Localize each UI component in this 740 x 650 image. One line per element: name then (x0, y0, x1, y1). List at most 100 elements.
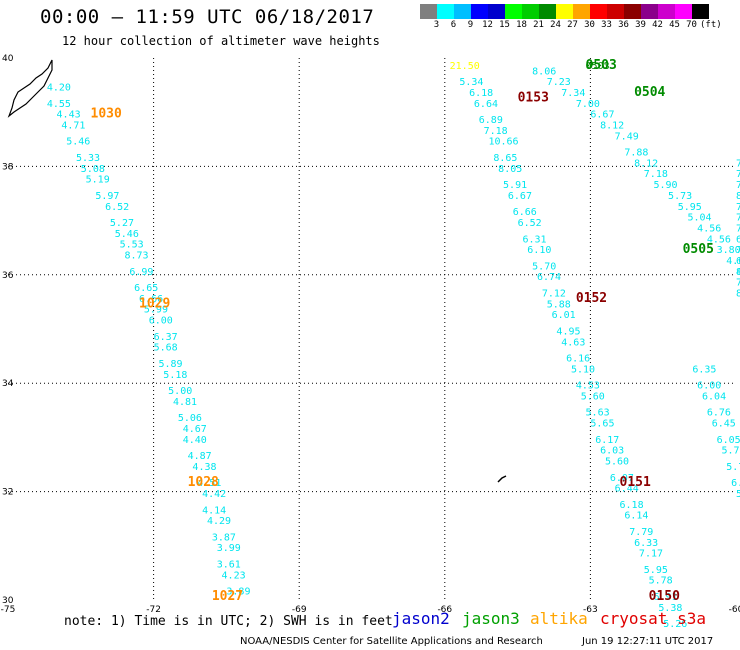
wave-height-label: 5.00 (168, 386, 192, 397)
wave-height-label: 7.3 (736, 169, 740, 180)
wave-height-label: 6.05 (717, 435, 740, 446)
wave-height-label: 7.23 (547, 77, 571, 88)
wave-height-label: 6.10 (527, 245, 551, 256)
color-scale-label: 33 (601, 20, 612, 30)
wave-height-label: 7.2 (736, 158, 740, 169)
color-swatch (607, 4, 624, 19)
pass-time-label: 1030 (91, 107, 122, 122)
wave-height-label: 7.18 (644, 169, 668, 180)
wave-height-label: 5.97 (95, 191, 119, 202)
wave-height-label: 4.14 (202, 505, 226, 516)
wave-height-label: 5.18 (163, 370, 187, 381)
wave-height-label: 6.64 (474, 99, 498, 110)
wave-height-label: 8.12 (634, 158, 658, 169)
wave-height-label: 5.10 (571, 364, 595, 375)
color-scale-label: 15 (499, 20, 510, 30)
legend-jason3: jason3 (462, 609, 520, 628)
wave-height-label: 4.95 (556, 326, 580, 337)
color-scale-label: 70 (686, 20, 697, 30)
wave-height-label: 6.65 (134, 283, 158, 294)
wave-height-label: 8.06 (532, 66, 556, 77)
lon-tick-label: -60 (729, 605, 740, 615)
color-scale-label: 24 (550, 20, 561, 30)
wave-height-label: 6.37 (154, 332, 178, 343)
color-swatch (624, 4, 641, 19)
pass-time-label: 1029 (139, 296, 170, 311)
lon-tick-label: -72 (146, 605, 161, 615)
pass-time-label: 0505 (683, 242, 714, 257)
wave-height-label: 6.52 (105, 202, 129, 213)
color-scale-label: 42 (652, 20, 663, 30)
color-swatch (641, 4, 658, 19)
wave-height-label: 6.33 (634, 538, 658, 549)
wave-height-label: 4.51 (197, 478, 221, 489)
lon-tick-label: -69 (292, 605, 307, 615)
wave-height-label: 5.95 (644, 565, 668, 576)
pass-time-label: 0503 (586, 58, 617, 73)
wave-height-label: 7.12 (542, 288, 566, 299)
wave-height-label: 5.74 (721, 446, 740, 457)
color-swatch (692, 4, 709, 19)
color-scale-label: 21 (533, 20, 544, 30)
wave-height-label: 5.06 (178, 413, 202, 424)
color-scale-unit: (ft) (700, 20, 722, 30)
wave-height-label: 4.67 (183, 424, 207, 435)
wave-height-label: 4.20 (47, 83, 71, 94)
wave-height-label: 5.78 (649, 576, 673, 587)
wave-height-label: 5.89 (158, 359, 182, 370)
wave-height-label: 6.44 (615, 484, 639, 495)
color-swatch (454, 4, 471, 19)
color-scale-label: 3 (433, 20, 440, 30)
wave-height-label: 6.17 (595, 435, 619, 446)
wave-height-label: 6.07 (610, 473, 634, 484)
wave-height-label: 0503 (586, 61, 610, 72)
wave-height-label: 6.18 (620, 500, 644, 511)
color-scale-labels: 3 6 9 12 15 18 21 24 27 30 33 36 39 42 45 70 (ft) (420, 20, 740, 34)
wave-height-label: 6.76 (707, 408, 731, 419)
wave-height-label: 6.67 (590, 110, 614, 121)
wave-height-label: 7.49 (736, 202, 740, 213)
wave-height-label: 4.55 (47, 99, 71, 110)
wave-height-label: 7.79 (629, 527, 653, 538)
wave-height-label: 6.66 (513, 207, 537, 218)
wave-height-label: 6.35 (692, 364, 716, 375)
wave-height-label: 5.70 (532, 261, 556, 272)
lat-tick-label: 40 (2, 54, 14, 64)
lon-tick-label: -75 (1, 605, 16, 615)
color-scale-label: 45 (669, 20, 680, 30)
pass-time-label: 0152 (576, 291, 607, 306)
color-scale-label: 9 (467, 20, 474, 30)
wave-height-label: 4.53 (576, 381, 600, 392)
wave-height-label: 6.09 (731, 478, 740, 489)
wave-height-label: 3.80 (717, 245, 740, 256)
wave-height-label: 6.01 (552, 310, 576, 321)
color-scale-label: 36 (618, 20, 629, 30)
wave-height-label: 5.63 (586, 408, 610, 419)
wave-height-label: 4.40 (183, 435, 207, 446)
wave-height-label: 6.18 (469, 88, 493, 99)
wave-height-label: 5.34 (459, 77, 483, 88)
wave-height-label: 8.65 (493, 153, 517, 164)
color-swatch (437, 4, 454, 19)
wave-height-label: 5.95 (678, 202, 702, 213)
pass-time-label: 1027 (212, 589, 243, 604)
coastline (7, 59, 53, 118)
timestamp-text: Jun 19 12:27:11 UTC 2017 (582, 636, 714, 647)
color-scale-label: 30 (584, 20, 595, 30)
wave-height-label: 7.18 (484, 126, 508, 137)
wave-height-label: 5.19 (86, 175, 110, 186)
wave-height-label: 3.61 (217, 559, 241, 570)
wave-height-label: 5.26 (663, 619, 687, 630)
wave-height-label: 3.87 (212, 532, 236, 543)
wave-height-label: 4.56 (707, 234, 731, 245)
wave-height-label: 5.33 (76, 153, 100, 164)
color-scale-bar (420, 4, 709, 19)
wave-height-label: 7.34 (561, 88, 585, 99)
lat-tick-label: 30 (2, 596, 14, 606)
wave-height-label: 5.46 (115, 229, 139, 240)
color-swatch (522, 4, 539, 19)
lat-tick-label: 32 (2, 488, 13, 498)
wave-height-label: 4.39 (736, 267, 740, 278)
pass-time-label: 0151 (620, 475, 651, 490)
lon-tick-label: -63 (583, 605, 598, 615)
